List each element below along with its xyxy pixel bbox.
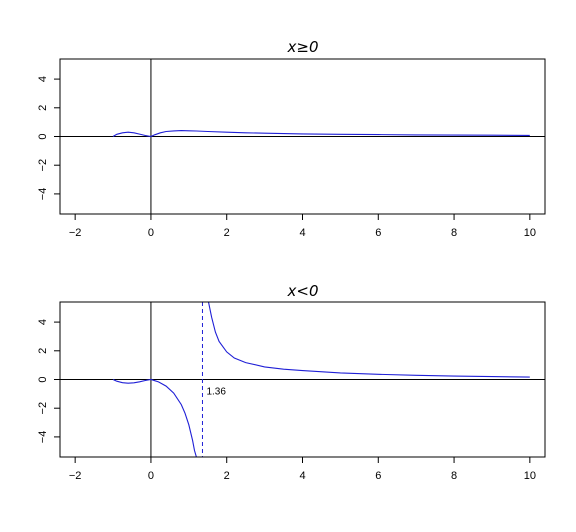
x-tick-label: −2 [69, 227, 82, 239]
series-line-0 [112, 378, 197, 457]
x-tick-label: 0 [148, 227, 154, 239]
panel-title: x≥0 [287, 38, 319, 56]
x-tick-label: 2 [224, 227, 230, 239]
y-tick-label: −4 [37, 188, 49, 201]
y-tick-label: 0 [37, 133, 49, 139]
asymptote-label: 1.36 [206, 387, 226, 398]
y-tick-label: −4 [37, 431, 49, 444]
panel-title: x<0 [287, 282, 319, 300]
y-tick-label: 4 [37, 319, 49, 325]
x-tick-label: 4 [299, 227, 305, 239]
y-tick-label: 2 [37, 105, 49, 111]
x-tick-label: 10 [524, 470, 536, 482]
panel-x-nonnegative: x≥0 −2 0 2 4 6 8 10 −4 −2 0 2 4 [37, 38, 546, 239]
curves [112, 130, 530, 138]
y-tick-label: 2 [37, 348, 49, 354]
x-tick-label: −2 [69, 470, 82, 482]
series-line-0 [112, 130, 530, 138]
y-tick-label: 0 [37, 376, 49, 382]
series-line-1 [207, 302, 530, 378]
curves [112, 302, 530, 457]
x-tick-label: 10 [524, 227, 536, 239]
x-tick-label: 8 [451, 470, 457, 482]
x-tick-label: 8 [451, 227, 457, 239]
x-tick-label: 4 [299, 470, 305, 482]
y-tick-label: −2 [37, 402, 49, 415]
y-tick-label: −2 [37, 159, 49, 172]
x-tick-label: 2 [224, 470, 230, 482]
y-tick-label: 4 [37, 76, 49, 82]
x-tick-label: 6 [375, 470, 381, 482]
x-tick-label: 0 [148, 470, 154, 482]
x-tick-label: 6 [375, 227, 381, 239]
panel-x-negative: x<0 1.36 −2 0 2 4 6 8 10 −4 −2 0 2 4 [37, 282, 546, 482]
